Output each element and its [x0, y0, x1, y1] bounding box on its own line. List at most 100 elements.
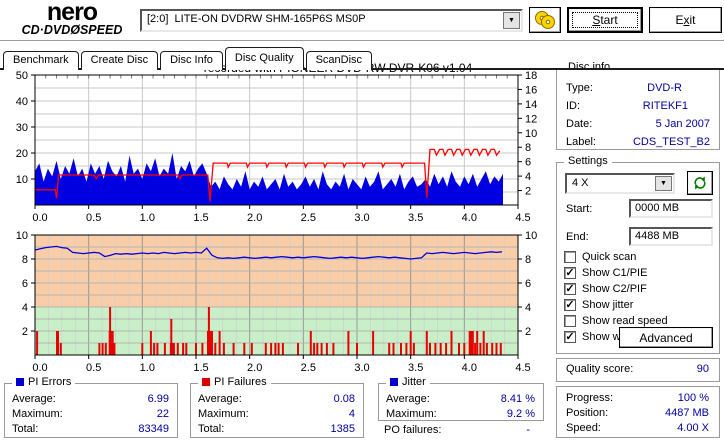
progress-panel: Progress: 100 % Position: 4487 MB Speed: 4.… — [556, 386, 720, 438]
jitter-legend: Jitter — [386, 376, 430, 388]
svg-text:10: 10 — [16, 174, 28, 186]
tab-strip: Benchmark Create Disc Disc Info Disc Qua… — [0, 47, 724, 70]
position-row: Position: 4487 MB — [566, 406, 709, 419]
jitter-average-value: 8.41 % — [500, 392, 535, 405]
jitter-color-icon — [390, 378, 398, 386]
svg-text:8: 8 — [22, 254, 28, 266]
disc-date-value: 5 Jan 2007 — [655, 118, 710, 130]
svg-text:8: 8 — [525, 142, 531, 154]
disc-glyph-icon: Ø — [70, 23, 80, 37]
svg-text:14: 14 — [525, 99, 537, 111]
svg-text:4.0: 4.0 — [462, 212, 477, 224]
tab-disc-info[interactable]: Disc Info — [160, 51, 223, 70]
svg-text:4.0: 4.0 — [462, 362, 477, 374]
disc-info-title: Disc info — [564, 61, 615, 73]
advanced-button[interactable]: Advanced — [619, 327, 713, 348]
svg-text:4: 4 — [525, 171, 531, 183]
start-button[interactable]: Start — [567, 7, 643, 33]
chevron-down-icon[interactable]: ▼ — [503, 12, 520, 29]
svg-text:1.5: 1.5 — [193, 362, 208, 374]
svg-text:6: 6 — [525, 157, 531, 169]
quality-score-label: Quality score: — [566, 363, 634, 375]
svg-text:1.0: 1.0 — [140, 362, 155, 374]
svg-text:1.0: 1.0 — [140, 212, 155, 224]
show-write-speed-checkbox[interactable]: ✓ — [564, 331, 576, 343]
settings-panel: Settings 4 X ▼ Start: 0000 MB End: 4488 … — [556, 155, 720, 354]
disc-options-button[interactable] — [529, 7, 561, 33]
refresh-icon — [694, 176, 706, 190]
end-position-label: End: — [566, 231, 589, 243]
pif-maximum-value: 4 — [348, 407, 355, 420]
disc-label-row: Label: CDS_TEST_B2 — [566, 136, 710, 148]
svg-text:0.5: 0.5 — [86, 362, 101, 374]
svg-text:10: 10 — [525, 128, 537, 140]
po-failures-row: PO failures: - — [384, 424, 530, 436]
end-position-input[interactable]: 4488 MB — [629, 227, 713, 246]
pi-errors-write-speed-chart: 10 20 30 40 50 2 4 6 8 10 12 14 16 18 0.0 0.5 1.0 1.5 2.0 2… — [16, 62, 538, 224]
svg-text:3.5: 3.5 — [408, 212, 423, 224]
checkbox-row-show-c2-pif: ✓ Show C2/PIF — [564, 283, 647, 295]
tab-benchmark[interactable]: Benchmark — [3, 51, 79, 70]
pi-errors-legend: PI Errors — [12, 376, 76, 388]
checkbox-row-quick-scan: ✓ Quick scan — [564, 251, 636, 263]
header-divider — [0, 40, 724, 42]
quality-score-value: 90 — [696, 363, 709, 375]
svg-text:16: 16 — [525, 84, 537, 96]
settings-title: Settings — [564, 155, 612, 167]
start-position-label: Start: — [566, 203, 593, 215]
po-failures-value: - — [526, 424, 530, 436]
refresh-speeds-button[interactable] — [687, 171, 713, 195]
drive-select[interactable]: [2:0] LITE-ON DVDRW SHM-165P6S MS0P ▼ — [140, 9, 523, 32]
discs-icon — [535, 11, 555, 29]
position-value: 4487 MB — [664, 406, 709, 419]
start-position-input[interactable]: 0000 MB — [629, 199, 713, 218]
pie-maximum-value: 22 — [156, 407, 169, 420]
quick-scan-checkbox[interactable]: ✓ — [564, 251, 576, 263]
svg-text:6: 6 — [22, 278, 28, 290]
disc-info-panel: Disc info Type: DVD-R ID: RITEKF1 Date: 5 J… — [556, 61, 720, 150]
scan-speed-select[interactable]: 4 X ▼ — [565, 173, 675, 194]
checkbox-row-show-read-speed: ✓ Show read speed — [564, 315, 668, 327]
svg-text:12: 12 — [525, 113, 537, 125]
pie-total-value: 83349 — [138, 422, 169, 435]
chevron-down-icon[interactable]: ▼ — [655, 176, 672, 191]
svg-text:8: 8 — [525, 254, 531, 266]
show-read-speed-checkbox[interactable]: ✓ — [564, 315, 576, 327]
jitter-stats-panel: Jitter Average: 8.41 % Maximum: 9.2 % — [378, 376, 544, 421]
svg-text:4.5: 4.5 — [515, 212, 530, 224]
svg-text:40: 40 — [16, 96, 28, 108]
tab-scandisc[interactable]: ScanDisc — [305, 51, 373, 70]
svg-text:2: 2 — [525, 326, 531, 338]
tab-create-disc[interactable]: Create Disc — [80, 51, 159, 70]
svg-text:2.0: 2.0 — [247, 212, 262, 224]
svg-text:0.0: 0.0 — [32, 362, 47, 374]
pif-average-value: 0.08 — [333, 392, 355, 405]
speed-row: Speed: 4.00 X — [566, 421, 709, 434]
exit-button[interactable]: Exit — [649, 7, 722, 33]
scan-speed-value: 4 X — [572, 177, 589, 189]
svg-text:30: 30 — [16, 122, 28, 134]
tab-disc-quality[interactable]: Disc Quality — [224, 47, 304, 70]
exit-button-label: Exit — [675, 13, 696, 27]
show-c1-pie-checkbox[interactable]: ✓ — [564, 267, 576, 279]
pi-failures-legend: PI Failures — [198, 376, 271, 388]
svg-text:0.5: 0.5 — [86, 212, 101, 224]
pie-average-value: 6.99 — [147, 392, 169, 405]
show-c2-pif-checkbox[interactable]: ✓ — [564, 283, 576, 295]
disc-date-row: Date: 5 Jan 2007 — [566, 118, 710, 130]
svg-text:4.5: 4.5 — [515, 362, 530, 374]
jitter-maximum-value: 9.2 % — [506, 407, 535, 420]
speed-value: 4.00 X — [677, 421, 709, 434]
disc-id-value: RITEKF1 — [642, 100, 688, 112]
svg-text:50: 50 — [16, 70, 28, 82]
svg-text:2.5: 2.5 — [301, 212, 316, 224]
pi-failures-stats-panel: PI Failures Average: 0.08 Maximum: 4 Total… — [190, 376, 364, 438]
svg-text:4: 4 — [525, 302, 531, 314]
progress-value: 100 % — [677, 391, 709, 404]
checkbox-row-show-c1-pie: ✓ Show C1/PIE — [564, 267, 648, 279]
drive-select-value: [2:0] LITE-ON DVDRW SHM-165P6S MS0P — [147, 13, 366, 25]
pi-failures-jitter-chart: 2 4 6 8 10 2 4 6 8 10 0.0 0.5 1.0 1.5 2.0 2.5 3.0 3.5 4.0 4… — [16, 230, 538, 374]
show-jitter-checkbox[interactable]: ✓ — [564, 299, 576, 311]
pi-failures-color-icon — [202, 378, 210, 386]
